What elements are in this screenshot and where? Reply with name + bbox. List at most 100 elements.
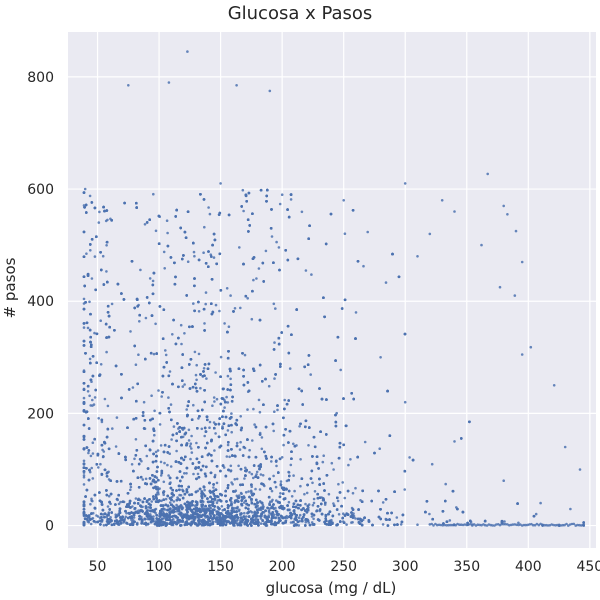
- data-point: [257, 398, 261, 402]
- data-point: [166, 231, 169, 235]
- data-point: [160, 499, 163, 503]
- data-point: [132, 516, 136, 519]
- data-point: [134, 438, 138, 441]
- data-point: [111, 427, 114, 430]
- data-point: [192, 472, 195, 476]
- data-point: [273, 341, 276, 344]
- data-point: [292, 474, 295, 477]
- data-point: [311, 481, 314, 485]
- data-point: [195, 441, 198, 445]
- data-point: [183, 472, 186, 475]
- data-point: [139, 268, 142, 272]
- data-point: [362, 264, 365, 268]
- data-point: [233, 478, 237, 481]
- data-point: [141, 478, 145, 481]
- data-point: [89, 522, 93, 526]
- data-point: [187, 439, 191, 442]
- data-point: [354, 486, 357, 490]
- data-point: [202, 367, 206, 370]
- data-point: [225, 395, 228, 399]
- data-point: [150, 394, 153, 398]
- data-point: [175, 503, 178, 507]
- data-point: [278, 202, 282, 206]
- data-point: [222, 466, 226, 469]
- data-point: [193, 350, 197, 354]
- data-point: [237, 509, 241, 513]
- data-point: [304, 521, 308, 524]
- chart-title: Glucosa x Pasos: [228, 3, 373, 24]
- data-point: [309, 373, 313, 376]
- data-point: [254, 487, 257, 491]
- data-point: [82, 297, 86, 301]
- plot-area: [68, 32, 596, 548]
- data-point: [395, 516, 399, 519]
- data-point: [534, 512, 538, 516]
- data-point: [354, 517, 357, 520]
- data-point: [194, 373, 198, 377]
- data-point: [170, 438, 173, 441]
- data-point: [180, 342, 183, 346]
- data-point: [82, 459, 86, 463]
- data-point: [164, 497, 168, 501]
- data-point: [144, 477, 148, 481]
- data-point: [193, 254, 196, 258]
- data-point: [106, 404, 110, 408]
- data-point: [115, 416, 119, 419]
- data-point: [258, 488, 262, 491]
- data-point: [85, 252, 88, 255]
- data-point: [159, 460, 163, 464]
- data-point: [168, 370, 172, 373]
- data-point: [229, 377, 232, 381]
- data-point: [226, 401, 230, 404]
- data-point: [203, 488, 206, 492]
- data-point: [384, 281, 388, 284]
- data-point: [290, 495, 294, 498]
- data-point: [330, 461, 334, 465]
- data-point: [248, 448, 251, 452]
- data-point: [152, 352, 156, 356]
- data-point: [190, 447, 193, 450]
- data-point: [97, 417, 100, 420]
- data-point: [337, 513, 341, 516]
- data-point: [215, 397, 219, 401]
- data-point: [138, 320, 141, 323]
- data-point: [403, 488, 407, 491]
- data-point: [106, 505, 110, 508]
- data-point: [137, 353, 140, 357]
- data-point: [82, 326, 86, 329]
- data-point: [245, 515, 248, 518]
- data-point: [165, 219, 169, 222]
- data-point: [218, 309, 221, 313]
- data-point: [332, 502, 335, 505]
- data-point: [134, 497, 138, 500]
- data-point: [300, 210, 304, 214]
- data-point: [273, 410, 276, 414]
- data-point: [250, 511, 254, 514]
- data-point: [160, 395, 163, 398]
- gridlines: [68, 32, 596, 548]
- data-point: [305, 491, 309, 495]
- data-point: [131, 505, 134, 508]
- data-point: [250, 472, 254, 476]
- data-point: [205, 377, 208, 380]
- data-point: [239, 440, 242, 444]
- data-point: [288, 367, 292, 370]
- data-point: [321, 460, 325, 464]
- data-point: [247, 490, 250, 493]
- data-point: [200, 427, 204, 431]
- data-point: [230, 412, 233, 415]
- data-point: [185, 519, 189, 522]
- data-point: [134, 363, 138, 367]
- data-point: [133, 457, 136, 461]
- data-point: [381, 501, 385, 504]
- data-point: [261, 474, 265, 477]
- data-point: [303, 492, 306, 496]
- data-point: [257, 267, 261, 270]
- data-point: [99, 319, 102, 323]
- data-point: [204, 291, 208, 294]
- data-point: [229, 294, 232, 297]
- data-point: [166, 463, 169, 467]
- data-point: [105, 270, 108, 273]
- data-point: [189, 513, 193, 517]
- data-point: [229, 464, 233, 468]
